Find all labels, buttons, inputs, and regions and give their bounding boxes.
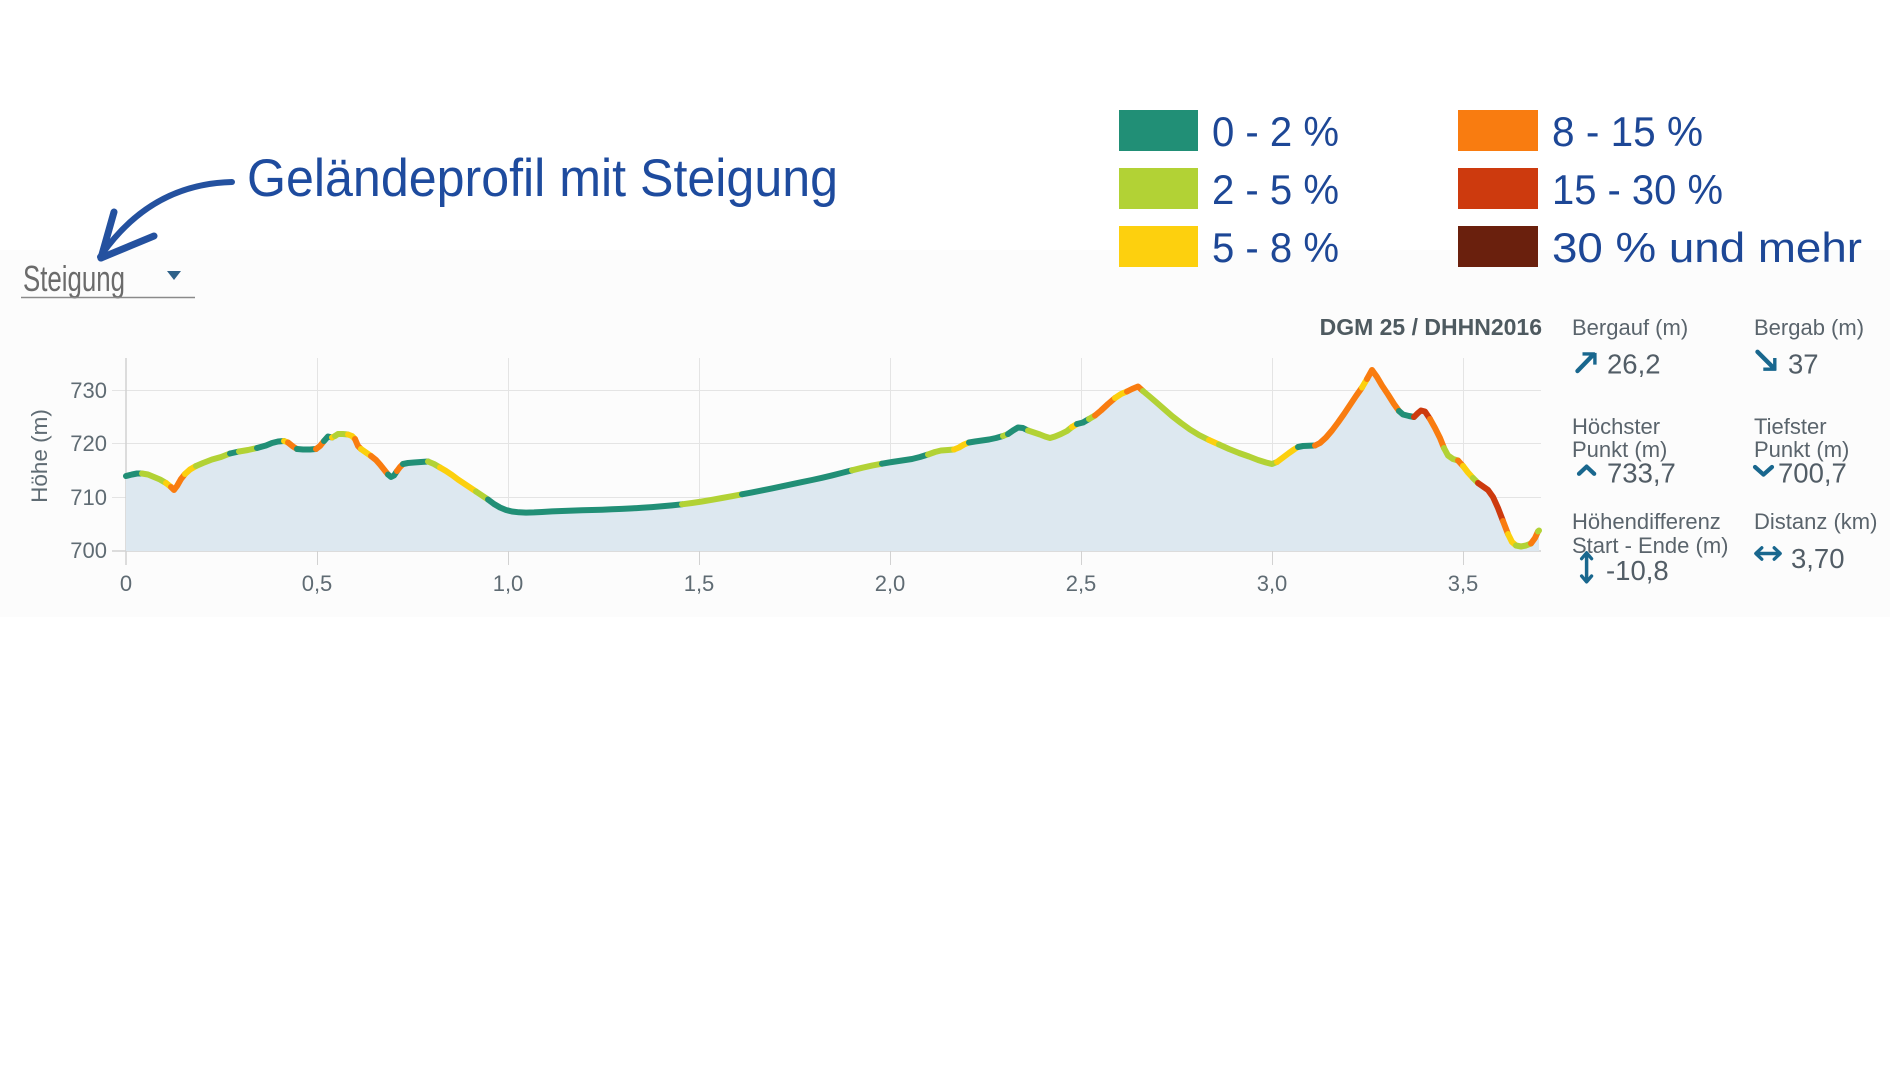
svg-text:3,70: 3,70 [1791,543,1845,574]
svg-text:720: 720 [70,431,107,456]
svg-text:Bergab (m): Bergab (m) [1754,315,1864,340]
svg-text:0,5: 0,5 [302,571,333,596]
svg-text:Höhe (m): Höhe (m) [27,409,52,503]
svg-text:2,0: 2,0 [875,571,906,596]
svg-text:3,0: 3,0 [1257,571,1288,596]
svg-text:2,5: 2,5 [1066,571,1097,596]
svg-text:Höchster: Höchster [1572,414,1660,439]
svg-text:Höhendifferenz: Höhendifferenz [1572,509,1721,534]
svg-text:5 - 8 %: 5 - 8 % [1212,224,1339,271]
svg-text:Start - Ende (m): Start - Ende (m) [1572,533,1728,558]
svg-text:-10,8: -10,8 [1606,555,1669,586]
svg-text:0 - 2 %: 0 - 2 % [1212,108,1339,155]
svg-text:710: 710 [70,485,107,510]
svg-text:DGM 25 / DHHN2016: DGM 25 / DHHN2016 [1320,314,1542,340]
svg-text:700: 700 [70,538,107,563]
svg-text:Geländeprofil mit Steigung: Geländeprofil mit Steigung [247,149,838,208]
svg-text:Distanz (km): Distanz (km) [1754,509,1877,534]
svg-text:37: 37 [1788,349,1819,380]
svg-text:730: 730 [70,378,107,403]
svg-text:1,0: 1,0 [493,571,524,596]
svg-text:700,7: 700,7 [1778,458,1847,489]
svg-text:2 - 5 %: 2 - 5 % [1212,166,1339,213]
svg-text:26,2: 26,2 [1607,349,1661,380]
svg-text:0: 0 [120,571,132,596]
svg-text:Punkt (m): Punkt (m) [1754,437,1849,462]
svg-text:15 - 30 %: 15 - 30 % [1552,166,1723,213]
svg-text:Bergauf (m): Bergauf (m) [1572,315,1688,340]
svg-text:Steigung: Steigung [23,258,125,299]
svg-text:1,5: 1,5 [684,571,715,596]
svg-text:Tiefster: Tiefster [1754,414,1827,439]
svg-text:8 - 15 %: 8 - 15 % [1552,108,1703,155]
svg-text:Punkt (m): Punkt (m) [1572,437,1667,462]
svg-text:3,5: 3,5 [1448,571,1479,596]
svg-text:733,7: 733,7 [1607,458,1676,489]
svg-text:30 % und mehr: 30 % und mehr [1552,224,1862,271]
